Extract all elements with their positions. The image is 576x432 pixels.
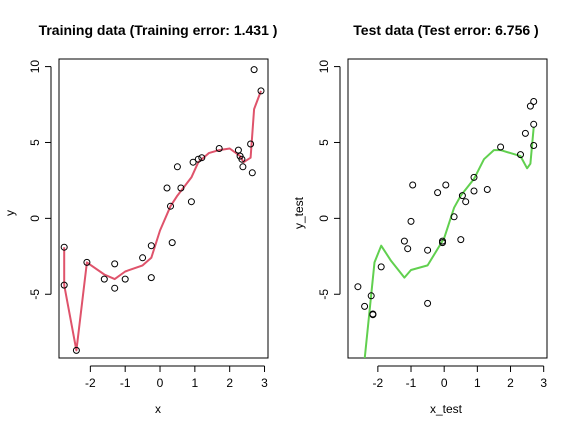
test-panel: Test data (Test error: 6.756 ) x_test y_… <box>292 22 548 416</box>
training-data-point <box>238 155 246 163</box>
test-data-point <box>470 187 478 195</box>
test-x-tick-label: 2 <box>507 376 514 390</box>
test-data-point <box>517 151 524 159</box>
test-data-point <box>369 311 377 319</box>
training-data-point <box>121 275 129 283</box>
training-data-point <box>100 275 108 283</box>
training-data-point <box>198 154 206 162</box>
test-ylabel: y_test <box>292 196 306 229</box>
test-data-point <box>367 292 375 300</box>
test-data-point <box>530 98 538 105</box>
training-x-tick-label: 3 <box>261 376 268 390</box>
test-data-point <box>407 217 415 225</box>
training-data-point <box>173 163 181 171</box>
training-data-point <box>257 87 265 95</box>
test-y-tick-label: 5 <box>317 139 331 146</box>
test-x-tick-label: -2 <box>373 376 384 390</box>
training-data-point <box>72 346 80 354</box>
training-data-point <box>215 145 223 152</box>
training-data-point <box>163 184 171 192</box>
training-data-point <box>167 202 174 210</box>
training-data-point <box>111 284 119 292</box>
test-xlabel: x_test <box>430 402 463 416</box>
training-y-tick-label: -5 <box>28 289 42 300</box>
test-data-point <box>442 181 450 189</box>
training-plot-frame <box>58 58 269 359</box>
test-data-point <box>530 120 538 128</box>
training-y-tick-label: 0 <box>28 215 42 222</box>
training-data-point <box>189 158 197 166</box>
test-x-tick-label: 3 <box>540 376 547 390</box>
training-x-tick-label: -2 <box>85 376 96 390</box>
test-data-point <box>530 142 538 149</box>
test-x-tick-label: -1 <box>406 376 417 390</box>
training-x-tick-label: 1 <box>192 376 199 390</box>
training-data-point <box>194 155 202 163</box>
training-y-tick-label: 10 <box>28 60 42 74</box>
training-data-point <box>168 239 176 247</box>
training-x-tick-label: 2 <box>226 376 233 390</box>
training-data-point <box>247 140 255 148</box>
training-data-point <box>83 258 91 266</box>
test-y-tick-label: 10 <box>317 60 331 74</box>
test-fit-line <box>363 127 535 358</box>
test-data-point <box>409 181 417 189</box>
training-data-point <box>187 198 195 206</box>
test-data-point <box>400 237 408 245</box>
test-data-point <box>424 299 432 307</box>
test-data-point <box>462 198 470 206</box>
training-data-point <box>147 242 155 250</box>
training-title: Training data (Training error: 1.431 ) <box>39 22 278 38</box>
training-ylabel: y <box>3 210 17 216</box>
test-plot-frame <box>347 58 548 359</box>
training-data-point <box>239 163 247 171</box>
test-data-point <box>424 246 432 254</box>
test-x-tick-label: 0 <box>441 376 448 390</box>
training-x-tick-label: 0 <box>157 376 164 390</box>
test-data-point <box>457 236 465 244</box>
test-data-point <box>439 239 446 247</box>
test-data-point <box>526 102 534 110</box>
test-data-point <box>470 173 478 181</box>
training-fit-line <box>63 90 262 352</box>
test-y-tick-label: 0 <box>317 215 331 222</box>
test-x-tick-label: 1 <box>474 376 481 390</box>
test-y-tick-label: -5 <box>317 289 331 300</box>
test-data-point <box>497 143 505 151</box>
training-data-point <box>248 169 256 177</box>
training-data-point <box>234 146 242 154</box>
training-y-tick-label: 5 <box>28 139 42 146</box>
test-data-point <box>434 189 442 197</box>
training-x-tick-label: -1 <box>120 376 131 390</box>
test-data-point <box>354 283 362 291</box>
training-data-point <box>60 281 68 289</box>
test-data-point <box>450 213 458 221</box>
test-data-point <box>361 302 369 310</box>
training-data-point <box>250 66 258 74</box>
training-data-point <box>60 243 68 251</box>
test-data-point <box>377 263 385 271</box>
test-data-point <box>404 245 412 253</box>
training-xlabel: x <box>155 402 161 416</box>
test-data-point <box>458 192 466 200</box>
test-title: Test data (Test error: 6.756 ) <box>353 22 538 38</box>
training-data-point <box>139 254 147 262</box>
test-data-point <box>521 129 529 137</box>
training-data-point <box>147 274 155 282</box>
test-data-point <box>483 186 491 193</box>
training-data-point <box>111 260 119 268</box>
training-panel: Training data (Training error: 1.431 ) x… <box>3 22 277 416</box>
training-data-point <box>177 184 185 192</box>
